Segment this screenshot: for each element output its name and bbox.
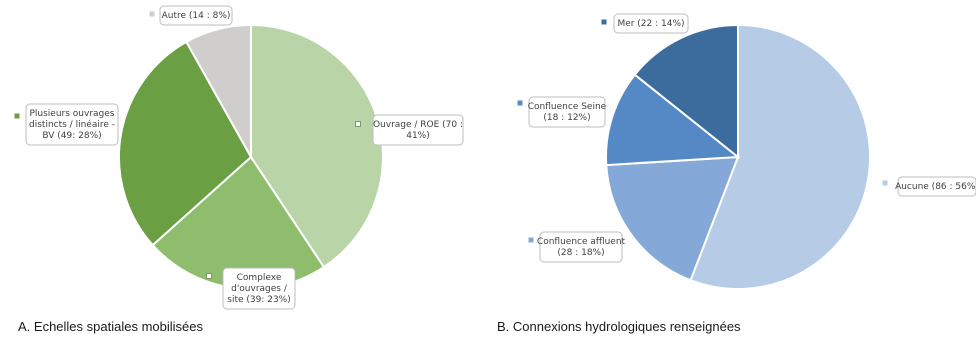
pie-b-label-marker-2 bbox=[528, 237, 534, 243]
pie-chart-b: Aucune (86 : 56%) Confluence affluent (28 … bbox=[517, 13, 976, 290]
pie-b-slice-label-3: Confluence Seine (18 : 12%) bbox=[528, 102, 607, 123]
pie-b-slice-2 bbox=[605, 155, 740, 282]
pie-a-slice-label-4: Autre (14 : 8%) bbox=[162, 11, 231, 21]
pie-b-slice-1 bbox=[689, 23, 871, 290]
pie-b-label-box-2 bbox=[539, 231, 623, 263]
pie-a-slice-label-2: Complexe d'ouvrages / site (39: 23%) bbox=[227, 273, 291, 305]
pie-b-slice-label-2: Confluence affluent (28 : 18%) bbox=[537, 237, 626, 258]
pie-b-label-box-4 bbox=[613, 13, 689, 34]
caption-a: A. Echelles spatiales mobilisées bbox=[18, 319, 203, 334]
pie-b-slice-label-4: Mer (22 : 14%) bbox=[617, 19, 684, 29]
pie-chart-a: Ouvrage / ROE (70 :41%) Complexe d'ouvrage… bbox=[14, 5, 464, 310]
pie-b-label-box-1 bbox=[897, 176, 976, 197]
pie-a-slice-label-1: Ouvrage / ROE (70 :41%) bbox=[373, 120, 463, 141]
pie-a-label-box-3 bbox=[25, 103, 119, 146]
pie-a-slice-4 bbox=[185, 23, 252, 161]
pie-a-label-marker-2 bbox=[206, 273, 212, 279]
pie-a-label-box-2 bbox=[222, 267, 296, 310]
pie-b-label-marker-4 bbox=[601, 19, 607, 25]
pie-b-label-marker-3 bbox=[517, 100, 523, 106]
caption-b: B. Connexions hydrologiques renseignées bbox=[497, 319, 741, 334]
pie-a-slice-label-3: Plusieurs ouvrages distincts / linéaire -… bbox=[29, 109, 115, 141]
pie-a-label-marker-4 bbox=[149, 11, 155, 17]
pie-b-slice-3 bbox=[605, 73, 741, 167]
pie-b-slice-label-1: Aucune (86 : 56%) bbox=[895, 182, 976, 192]
pie-a-slice-3 bbox=[118, 40, 253, 247]
pie-a-label-box-1 bbox=[372, 114, 464, 146]
pie-a-label-box-4 bbox=[159, 5, 233, 26]
pie-b-label-marker-1 bbox=[882, 180, 888, 186]
pie-a-label-marker-3 bbox=[14, 113, 20, 119]
pie-b-slice-4 bbox=[633, 23, 739, 160]
pie-a-label-marker-1 bbox=[355, 121, 361, 127]
pie-b-label-box-3 bbox=[528, 96, 606, 128]
